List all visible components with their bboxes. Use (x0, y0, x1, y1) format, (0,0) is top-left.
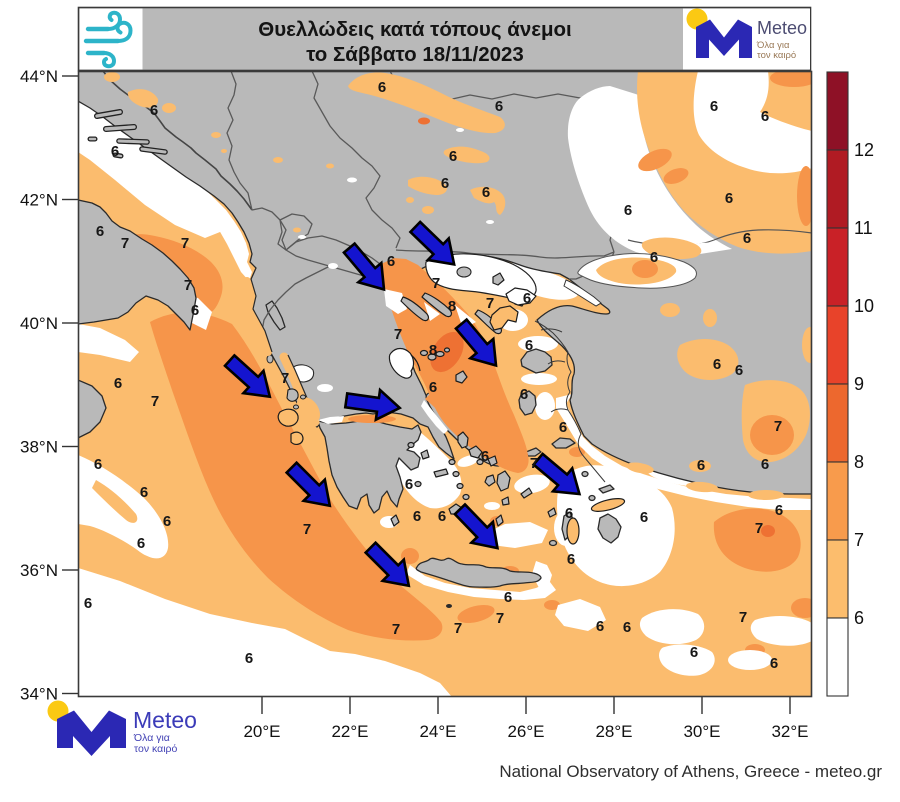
svg-text:6: 6 (438, 508, 446, 525)
svg-text:6: 6 (140, 484, 148, 501)
svg-text:6: 6 (650, 249, 658, 266)
svg-text:το Σάββατο 18/11/2023: το Σάββατο 18/11/2023 (306, 43, 524, 66)
svg-text:6: 6 (378, 79, 386, 96)
svg-text:44°N: 44°N (20, 67, 58, 86)
svg-text:τον καιρό: τον καιρό (757, 50, 796, 61)
svg-text:7: 7 (486, 295, 494, 312)
svg-text:6: 6 (163, 513, 171, 530)
svg-text:20°E: 20°E (243, 722, 280, 741)
svg-text:6: 6 (697, 457, 705, 474)
svg-text:7: 7 (496, 610, 504, 627)
svg-text:7: 7 (121, 235, 129, 252)
svg-text:6: 6 (405, 476, 413, 493)
svg-text:32°E: 32°E (771, 722, 808, 741)
svg-text:10: 10 (854, 296, 874, 316)
svg-text:7: 7 (394, 326, 402, 343)
svg-text:7: 7 (432, 275, 440, 292)
svg-text:6: 6 (713, 356, 721, 373)
svg-text:6: 6 (565, 505, 573, 522)
svg-text:9: 9 (854, 374, 864, 394)
svg-text:National Observatory of Athens: National Observatory of Athens, Greece -… (499, 762, 882, 781)
svg-text:7: 7 (774, 418, 782, 435)
svg-text:22°E: 22°E (331, 722, 368, 741)
svg-text:38°N: 38°N (20, 438, 58, 457)
svg-text:6: 6 (690, 644, 698, 661)
svg-text:6: 6 (96, 223, 104, 240)
svg-text:6: 6 (413, 508, 421, 525)
svg-text:26°E: 26°E (507, 722, 544, 741)
svg-text:6: 6 (84, 595, 92, 612)
svg-text:30°E: 30°E (683, 722, 720, 741)
svg-text:6: 6 (761, 108, 769, 125)
svg-text:8: 8 (448, 298, 456, 315)
svg-text:7: 7 (281, 370, 289, 387)
svg-text:7: 7 (739, 609, 747, 626)
svg-text:Όλα για: Όλα για (756, 40, 790, 51)
svg-text:11: 11 (854, 218, 873, 238)
svg-text:6: 6 (640, 509, 648, 526)
svg-text:6: 6 (567, 551, 575, 568)
svg-text:6: 6 (429, 379, 437, 396)
svg-text:6: 6 (150, 102, 158, 119)
svg-text:Meteo: Meteo (133, 707, 197, 733)
svg-text:6: 6 (559, 419, 567, 436)
svg-text:6: 6 (623, 619, 631, 636)
svg-text:12: 12 (854, 140, 874, 160)
svg-text:6: 6 (495, 98, 503, 115)
svg-text:7: 7 (303, 521, 311, 538)
svg-text:34°N: 34°N (20, 685, 58, 704)
svg-text:6: 6 (482, 184, 490, 201)
svg-text:7: 7 (184, 277, 192, 294)
svg-text:36°N: 36°N (20, 561, 58, 580)
svg-text:Θυελλώδεις κατά τόπους άνεμοι: Θυελλώδεις κατά τόπους άνεμοι (258, 18, 571, 41)
svg-text:6: 6 (525, 337, 533, 354)
svg-text:6: 6 (624, 202, 632, 219)
svg-text:6: 6 (481, 448, 489, 465)
svg-text:7: 7 (854, 530, 864, 550)
svg-text:6: 6 (191, 302, 199, 319)
svg-text:6: 6 (449, 148, 457, 165)
svg-text:6: 6 (770, 655, 778, 672)
svg-text:6: 6 (735, 362, 743, 379)
svg-text:6: 6 (523, 290, 531, 307)
svg-text:6: 6 (137, 535, 145, 552)
svg-text:8: 8 (854, 452, 864, 472)
svg-text:6: 6 (743, 230, 751, 247)
svg-text:6: 6 (111, 143, 119, 160)
svg-text:6: 6 (725, 190, 733, 207)
svg-text:7: 7 (530, 455, 538, 472)
svg-text:6: 6 (710, 98, 718, 115)
svg-text:6: 6 (775, 502, 783, 519)
svg-text:42°N: 42°N (20, 191, 58, 210)
svg-text:6: 6 (504, 589, 512, 606)
svg-text:6: 6 (94, 456, 102, 473)
svg-text:7: 7 (755, 520, 763, 537)
svg-text:τον καιρό: τον καιρό (134, 743, 178, 755)
svg-text:6: 6 (761, 456, 769, 473)
svg-text:Όλα για: Όλα για (133, 732, 170, 744)
svg-text:6: 6 (854, 608, 864, 628)
svg-text:6: 6 (387, 253, 395, 270)
svg-text:6: 6 (596, 618, 604, 635)
svg-text:40°N: 40°N (20, 314, 58, 333)
svg-text:7: 7 (454, 620, 462, 637)
svg-text:6: 6 (114, 375, 122, 392)
svg-text:Meteo: Meteo (757, 18, 807, 38)
svg-text:6: 6 (441, 175, 449, 192)
svg-text:8: 8 (429, 342, 437, 359)
svg-text:7: 7 (392, 621, 400, 638)
svg-text:6: 6 (245, 650, 253, 667)
svg-text:28°E: 28°E (595, 722, 632, 741)
svg-text:7: 7 (151, 393, 159, 410)
svg-text:24°E: 24°E (419, 722, 456, 741)
svg-text:7: 7 (181, 235, 189, 252)
svg-text:6: 6 (520, 386, 528, 403)
